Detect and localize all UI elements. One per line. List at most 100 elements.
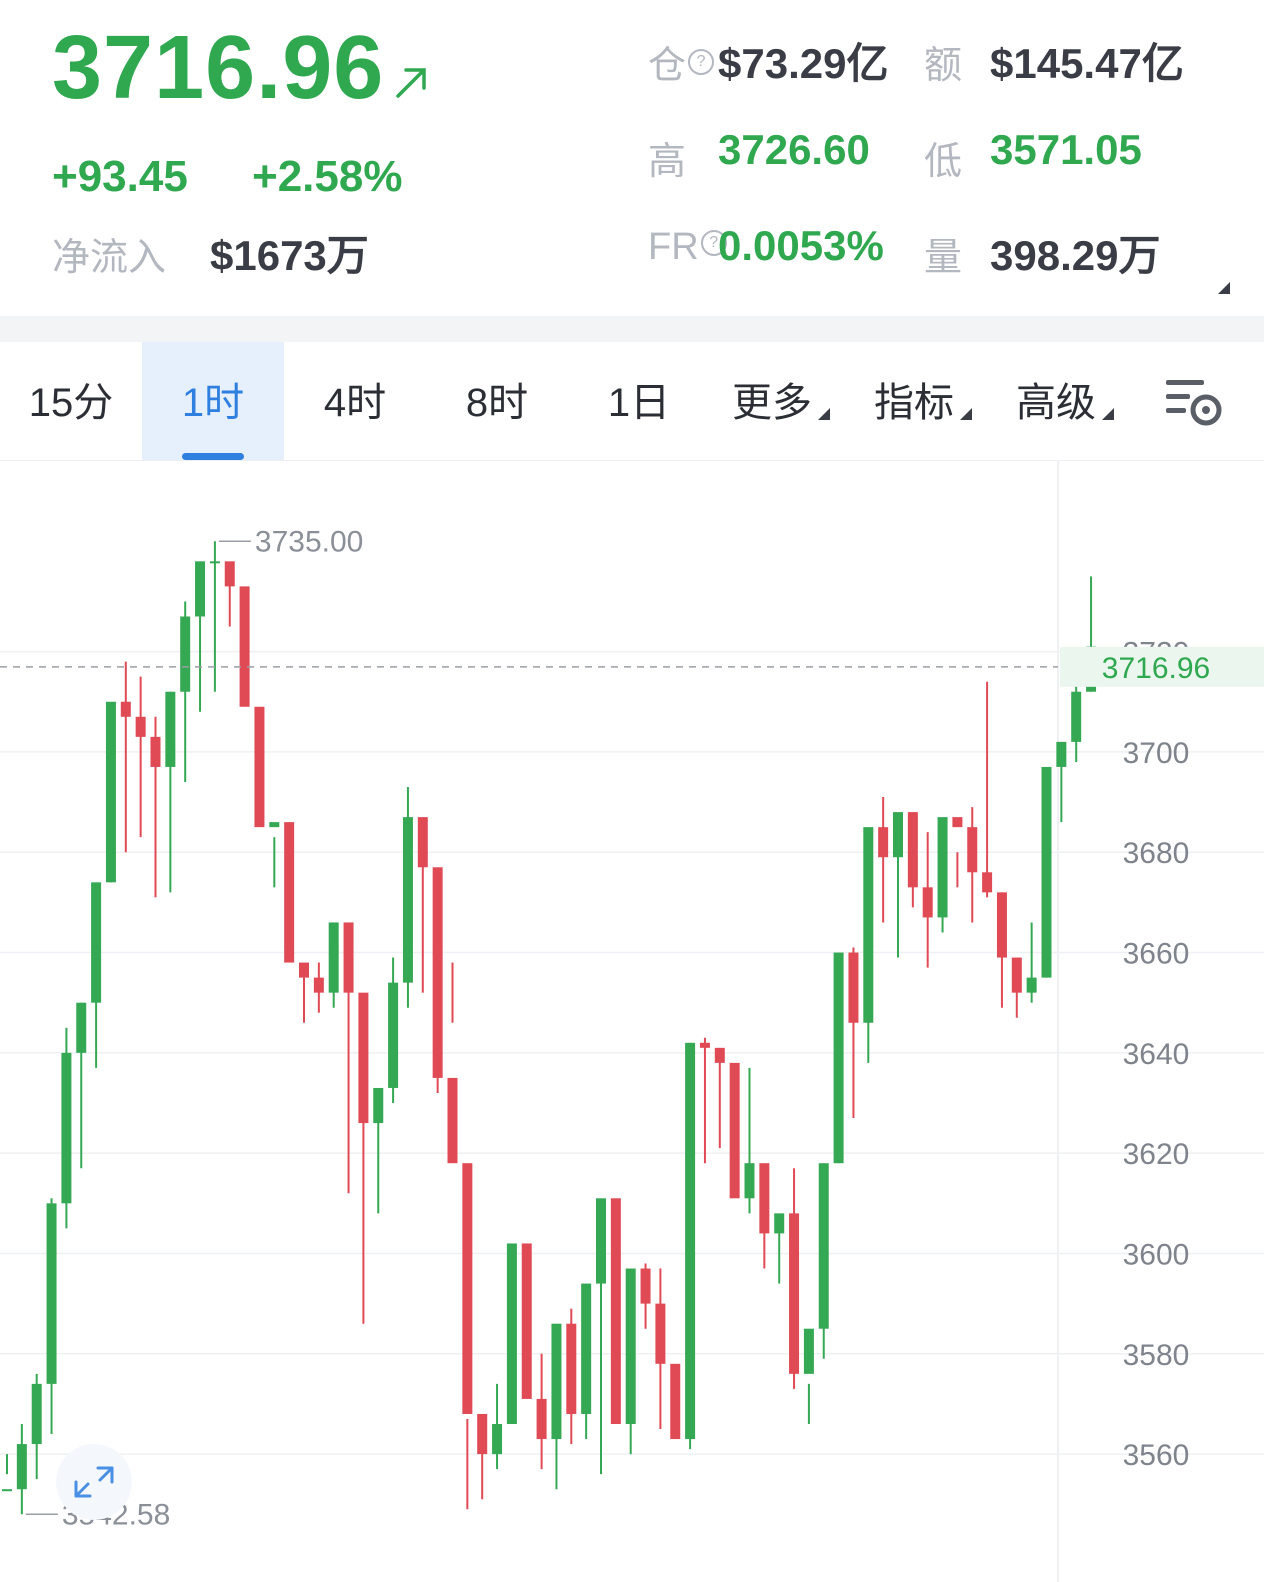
low-value: 3571.05	[990, 126, 1142, 173]
candle-body	[402, 817, 413, 983]
current-price-label: 3716.96	[1102, 652, 1210, 685]
candle-body	[1041, 766, 1052, 978]
candlestick-chart[interactable]: 3700368036603640362036003580356037203716…	[0, 461, 1264, 1582]
candle-body	[388, 982, 399, 1088]
candle-body	[239, 586, 250, 707]
expand-icon	[74, 1466, 114, 1498]
candle-body	[996, 892, 1007, 958]
candle-body	[313, 977, 324, 993]
candle-body	[863, 827, 874, 1023]
candle-body	[269, 822, 280, 828]
candle-body	[818, 1163, 829, 1329]
candle-body	[462, 1163, 473, 1414]
tab-1h[interactable]: 1时	[142, 342, 284, 460]
candle-body	[744, 1163, 755, 1199]
candle-body	[596, 1198, 606, 1284]
open-interest-label[interactable]: 仓?	[648, 34, 715, 89]
expand-corner-icon[interactable]	[1218, 282, 1230, 294]
candle-body	[328, 922, 339, 993]
candle-body	[670, 1363, 681, 1440]
active-tab-indicator	[182, 453, 244, 460]
candle-body	[699, 1042, 710, 1048]
candle-body	[417, 817, 428, 868]
help-icon[interactable]: ?	[700, 229, 727, 256]
candle-body	[358, 992, 369, 1124]
tab-indicators[interactable]: 指标	[852, 342, 994, 460]
candle-body	[2, 1489, 12, 1492]
candle-body	[655, 1303, 666, 1364]
candle-body	[343, 922, 354, 993]
candle-body	[61, 1052, 72, 1204]
candle-body	[1056, 741, 1067, 767]
candle-body	[729, 1062, 740, 1199]
change-percent: +2.58%	[252, 152, 403, 201]
candle-body	[46, 1203, 57, 1384]
dropdown-caret-icon	[818, 408, 830, 420]
candle-body	[581, 1283, 592, 1414]
funding-rate-label[interactable]: FR?	[648, 226, 727, 269]
fullscreen-button[interactable]	[56, 1444, 132, 1520]
candle-body	[195, 561, 206, 617]
candle-body	[506, 1243, 517, 1425]
arrow-up-icon	[396, 68, 426, 98]
candle-body	[759, 1163, 770, 1234]
candle-body	[1026, 977, 1037, 993]
candle-body	[477, 1413, 488, 1455]
candle-body	[521, 1243, 532, 1399]
y-tick-label: 3660	[1123, 938, 1190, 971]
dropdown-caret-icon	[960, 408, 972, 420]
y-tick-label: 3580	[1123, 1339, 1190, 1372]
tab-advanced[interactable]: 高级	[994, 342, 1136, 460]
max-price-label: 3735.00	[255, 525, 363, 558]
funding-rate-value: 0.0053%	[718, 222, 884, 269]
tab-8h[interactable]: 8时	[465, 381, 529, 425]
dropdown-caret-icon	[1102, 408, 1114, 420]
tab-4h[interactable]: 4时	[323, 381, 387, 425]
candle-body	[150, 736, 161, 767]
candle-body	[536, 1398, 547, 1440]
candle-body	[774, 1213, 785, 1234]
candle-body	[937, 817, 948, 918]
candle-body	[714, 1047, 725, 1063]
candle-body	[1011, 957, 1022, 993]
candle-body	[254, 706, 265, 828]
ticker-header: 3716.96 +93.45 +2.58% 净流入 $1673万 仓? $73.…	[0, 0, 1264, 316]
candle-body	[625, 1268, 636, 1425]
tab-1d[interactable]: 1日	[607, 381, 671, 425]
candle-body	[803, 1328, 814, 1374]
turnover-label: 额	[924, 45, 963, 87]
high-label: 高	[648, 141, 687, 183]
candle-body	[105, 701, 116, 883]
high-value: 3726.60	[718, 126, 870, 173]
candle-body	[299, 962, 309, 978]
tab-more[interactable]: 更多	[710, 342, 852, 460]
candle-body	[551, 1323, 562, 1440]
change-amount: +93.45	[52, 152, 188, 201]
chart-settings-icon[interactable]	[1164, 376, 1224, 428]
candle-body	[76, 1002, 87, 1053]
candle-body	[1071, 691, 1082, 742]
candle-body	[967, 827, 978, 873]
candle-body	[878, 827, 889, 858]
tab-15m[interactable]: 15分	[28, 381, 114, 425]
y-tick-label: 3620	[1123, 1138, 1190, 1171]
volume-value: 398.29万	[990, 232, 1161, 279]
y-tick-label: 3560	[1123, 1439, 1190, 1472]
last-price: 3716.96	[52, 18, 385, 118]
candle-body	[848, 952, 859, 1023]
candle-body	[610, 1198, 621, 1425]
current-price-tag	[1060, 646, 1264, 687]
candle-body	[209, 561, 220, 564]
candle-body	[165, 691, 176, 767]
candle-body	[492, 1424, 503, 1455]
candle-body	[224, 561, 235, 587]
section-divider	[0, 316, 1264, 342]
candle-body	[640, 1268, 651, 1304]
candle-body	[180, 616, 191, 692]
candle-body	[907, 812, 918, 888]
candle-body	[922, 887, 933, 918]
candle-body	[120, 701, 131, 717]
y-tick-label: 3700	[1123, 737, 1190, 770]
help-icon[interactable]: ?	[688, 48, 715, 75]
netflow-value: $1673万	[210, 232, 369, 279]
